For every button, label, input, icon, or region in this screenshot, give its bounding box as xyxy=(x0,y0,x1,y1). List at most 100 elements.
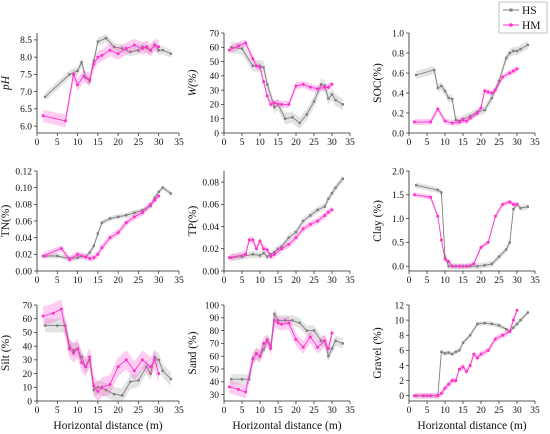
tp-hs-point xyxy=(240,255,244,258)
tn-ytick-label: 0.08 xyxy=(15,201,32,211)
clay-hs-point xyxy=(519,206,522,210)
silt-ytick-label: 50 xyxy=(23,329,33,339)
panel-tp: 0 5 10 15 20 25 30 35 0.00 0.02 0.04 0.06 0.08 TP(%) xyxy=(187,171,355,286)
gravel-ytick-label: 4 xyxy=(399,362,404,372)
soc-hs-point xyxy=(436,86,439,90)
w-hs-point xyxy=(240,47,244,50)
tp-hm-point xyxy=(287,242,291,246)
gravel-hs-point xyxy=(440,350,443,354)
tn-hm-point xyxy=(157,194,161,198)
legend-frame xyxy=(498,1,548,34)
clay-hs-point xyxy=(505,248,508,251)
tn-ylabel: TN(%) xyxy=(0,205,12,238)
silt-hm-point xyxy=(116,365,120,369)
silt-hs-point xyxy=(137,379,140,382)
sand-xlabel: Horizontal distance (m) xyxy=(232,420,341,432)
ph-xtick-label: 0 xyxy=(35,138,40,148)
legend-hs-label: HS xyxy=(522,5,537,17)
ph-hs-point xyxy=(157,49,160,52)
ph-xtick-label: 30 xyxy=(154,138,164,148)
soc-hm-point xyxy=(479,106,483,110)
clay-hm-point xyxy=(501,202,505,206)
tp-hs-point xyxy=(276,247,280,250)
gravel-hs-point xyxy=(512,326,515,329)
ph-hs-point xyxy=(141,45,144,48)
silt-hs-point xyxy=(96,386,100,389)
ph-hs-point xyxy=(104,36,108,40)
soc-hs-point xyxy=(443,89,447,93)
soc-hs-point xyxy=(515,49,519,53)
sand-xtick-label: 0 xyxy=(222,406,227,416)
tn-hs-point xyxy=(153,196,156,199)
w-ytick-label: 60 xyxy=(210,44,220,54)
ph-hm-point xyxy=(100,53,104,57)
silt-xtick-label: 0 xyxy=(35,406,40,416)
panel-silt: 0 5 10 15 20 25 30 35 0 10 20 30 40 50 60 70 Silt (%) Hor… xyxy=(0,299,184,432)
gravel-hm-point xyxy=(465,370,469,374)
w-hm-point xyxy=(330,82,334,86)
tp-hm-point xyxy=(330,208,334,212)
tp-xtick-label: 25 xyxy=(309,276,319,286)
tp-hm-point xyxy=(308,222,312,226)
tp-hs-point xyxy=(273,250,276,254)
gravel-hm-point xyxy=(443,386,447,390)
soc-hs-point xyxy=(497,79,501,83)
silt-hs-point xyxy=(129,380,132,383)
tp-hs-point xyxy=(323,205,326,208)
w-xtick-label: 10 xyxy=(255,138,265,148)
soc-hm-point xyxy=(436,107,440,111)
w-hs-point xyxy=(341,103,344,106)
tn-xtick-label: 0 xyxy=(35,276,40,286)
w-hs-point xyxy=(230,46,233,49)
tp-hs-point xyxy=(280,245,283,248)
tp-xtick-label: 5 xyxy=(240,276,245,286)
ph-hs-point xyxy=(68,73,71,76)
tn-hs-point xyxy=(149,204,152,208)
clay-hm-point xyxy=(412,193,416,197)
tn-hm-point xyxy=(116,231,120,235)
tp-hm-point xyxy=(294,236,298,240)
w-hm-point xyxy=(227,48,231,52)
soc-hs-point xyxy=(440,84,443,88)
silt-hs-point xyxy=(72,349,75,352)
w-xtick-label: 25 xyxy=(309,138,319,148)
soc-hm-point xyxy=(501,75,505,79)
w-xtick-label: 30 xyxy=(327,138,337,148)
tp-hm-point xyxy=(269,255,273,259)
tp-hs-point xyxy=(316,208,319,212)
silt-hm-point xyxy=(51,311,55,315)
ph-hs-point xyxy=(92,59,95,62)
ph-hs-point xyxy=(169,52,173,55)
tn-hs-point xyxy=(100,221,104,224)
tn-hm-point xyxy=(67,257,71,261)
ph-hm-point xyxy=(88,78,92,82)
silt-hs-point xyxy=(149,372,152,375)
sand-hs-point xyxy=(284,319,287,322)
sand-hs-point xyxy=(327,355,330,358)
tp-ytick-label: 0.04 xyxy=(202,223,219,233)
clay-hs-point xyxy=(512,207,515,211)
silt-hs-point xyxy=(104,388,108,392)
gravel-hm-point xyxy=(472,352,476,356)
tn-xtick-label: 5 xyxy=(55,276,60,286)
tp-hm-point xyxy=(272,252,276,256)
sand-hm-point xyxy=(244,390,248,394)
silt-hs-point xyxy=(68,344,71,348)
sand-hs-point xyxy=(262,348,265,351)
silt-hs-point xyxy=(112,392,116,396)
ph-hs-point xyxy=(88,80,91,83)
w-hs-point xyxy=(312,100,316,103)
silt-hm-point xyxy=(59,307,63,311)
soc-hm-point xyxy=(475,111,479,115)
w-hm-point xyxy=(262,80,266,84)
ph-hs-point xyxy=(76,69,79,73)
sand-hs-point xyxy=(334,339,337,343)
clay-hs-point xyxy=(447,265,450,268)
silt-ytick-label: 60 xyxy=(23,315,33,325)
gravel-hs-point xyxy=(476,322,479,326)
soc-ytick-label: 1.0 xyxy=(392,29,404,39)
silt-hm-point xyxy=(80,361,84,365)
ph-xtick-label: 35 xyxy=(174,138,184,148)
clay-hm-point xyxy=(479,245,483,249)
